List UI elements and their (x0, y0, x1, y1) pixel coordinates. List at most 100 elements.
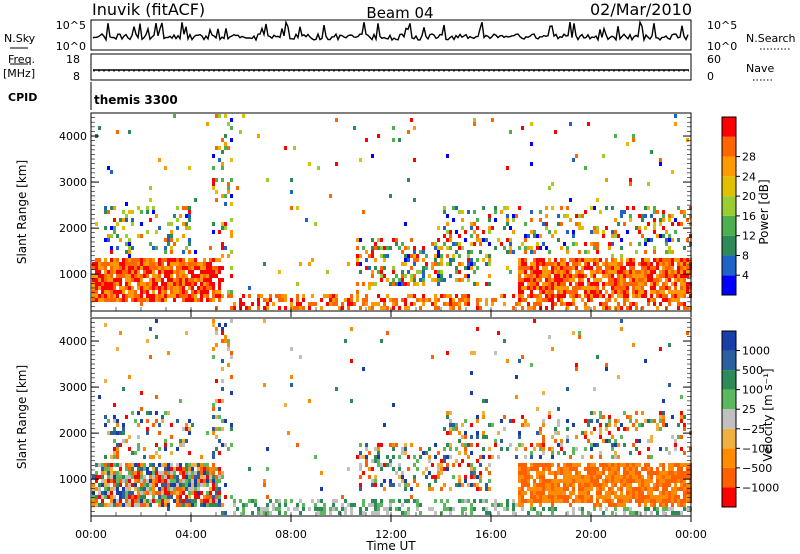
heatmap-cell (185, 483, 188, 487)
heatmap-cell (329, 298, 332, 302)
heatmap-cell (557, 463, 560, 467)
heatmap-cell (605, 491, 608, 495)
heatmap-cell (680, 278, 683, 282)
heatmap-cell (548, 298, 551, 302)
heatmap-cell (122, 503, 125, 507)
heatmap-cell (128, 274, 131, 278)
heatmap-cell (176, 274, 179, 278)
heatmap-cell (125, 463, 128, 467)
heatmap-cell (524, 258, 527, 262)
heatmap-cell (638, 226, 641, 230)
heatmap-cell (671, 491, 674, 495)
x-tick-label: 00:00 (75, 528, 107, 541)
heatmap-cell (602, 286, 605, 290)
heatmap-cell (434, 298, 437, 302)
heatmap-cell (158, 226, 161, 230)
heatmap-cell (620, 319, 623, 323)
heatmap-cell (110, 475, 113, 479)
heatmap-cell (581, 487, 584, 491)
heatmap-cell (599, 483, 602, 487)
heatmap-cell (98, 126, 101, 130)
heatmap-cell (620, 210, 623, 214)
heatmap-cell (593, 483, 596, 487)
heatmap-cell (593, 286, 596, 290)
heatmap-cell (230, 202, 233, 206)
heatmap-cell (662, 467, 665, 471)
heatmap-cell (104, 483, 107, 487)
heatmap-cell (677, 270, 680, 274)
heatmap-cell (587, 266, 590, 270)
heatmap-cell (635, 226, 638, 230)
heatmap-cell (512, 507, 515, 511)
heatmap-cell (641, 495, 644, 499)
heatmap-cell (164, 290, 167, 294)
heatmap-cell (638, 214, 641, 218)
heatmap-cell (380, 443, 383, 447)
heatmap-cell (356, 294, 359, 298)
heatmap-cell (161, 487, 164, 491)
heatmap-cell (377, 447, 380, 451)
heatmap-cell (545, 483, 548, 487)
heatmap-cell (362, 499, 365, 503)
heatmap-cell (155, 471, 158, 475)
heatmap-cell (611, 278, 614, 282)
heatmap-cell (572, 230, 575, 234)
heatmap-cell (677, 206, 680, 210)
heatmap-cell (602, 294, 605, 298)
heatmap-cell (194, 499, 197, 503)
colorbar-swatch (722, 389, 736, 410)
heatmap-cell (563, 286, 566, 290)
heatmap-cell (209, 471, 212, 475)
freq-label: Freq. (8, 53, 35, 66)
heatmap-cell (431, 302, 434, 306)
heatmap-cell (191, 270, 194, 274)
heatmap-cell (608, 242, 611, 246)
heatmap-cell (578, 499, 581, 503)
heatmap-cell (287, 431, 290, 435)
heatmap-cell (608, 298, 611, 302)
heatmap-cell (563, 242, 566, 246)
heatmap-cell (401, 475, 404, 479)
heatmap-cell (530, 278, 533, 282)
heatmap-cell (665, 499, 668, 503)
heatmap-cell (191, 274, 194, 278)
heatmap-cell (233, 503, 236, 507)
heatmap-cell (134, 475, 137, 479)
heatmap-cell (488, 479, 491, 483)
heatmap-cell (203, 266, 206, 270)
heatmap-cell (260, 507, 263, 511)
heatmap-cell (449, 234, 452, 238)
heatmap-cell (449, 487, 452, 491)
heatmap-cell (557, 487, 560, 491)
heatmap-cell (629, 274, 632, 278)
heatmap-cell (146, 266, 149, 270)
heatmap-cell (554, 282, 557, 286)
heatmap-cell (206, 483, 209, 487)
heatmap-cell (281, 298, 284, 302)
heatmap-cell (104, 286, 107, 290)
nsearch-tick-bottom: 10^0 (707, 40, 737, 53)
heatmap-cell (584, 242, 587, 246)
heatmap-cell (473, 483, 476, 487)
heatmap-cell (263, 383, 266, 387)
heatmap-cell (659, 499, 662, 503)
heatmap-cell (629, 499, 632, 503)
heatmap-cell (635, 479, 638, 483)
heatmap-cell (602, 274, 605, 278)
heatmap-cell (386, 246, 389, 250)
heatmap-cell (170, 483, 173, 487)
heatmap-cell (623, 274, 626, 278)
heatmap-cell (242, 302, 245, 306)
heatmap-cell (596, 266, 599, 270)
heatmap-cell (560, 447, 563, 451)
heatmap-cell (371, 238, 374, 242)
heatmap-cell (425, 298, 428, 302)
heatmap-cell (551, 262, 554, 266)
heatmap-cell (620, 258, 623, 262)
heatmap-cell (203, 270, 206, 274)
heatmap-cell (101, 262, 104, 266)
heatmap-cell (653, 419, 656, 423)
heatmap-cell (557, 270, 560, 274)
heatmap-cell (506, 206, 509, 210)
heatmap-cell (674, 471, 677, 475)
